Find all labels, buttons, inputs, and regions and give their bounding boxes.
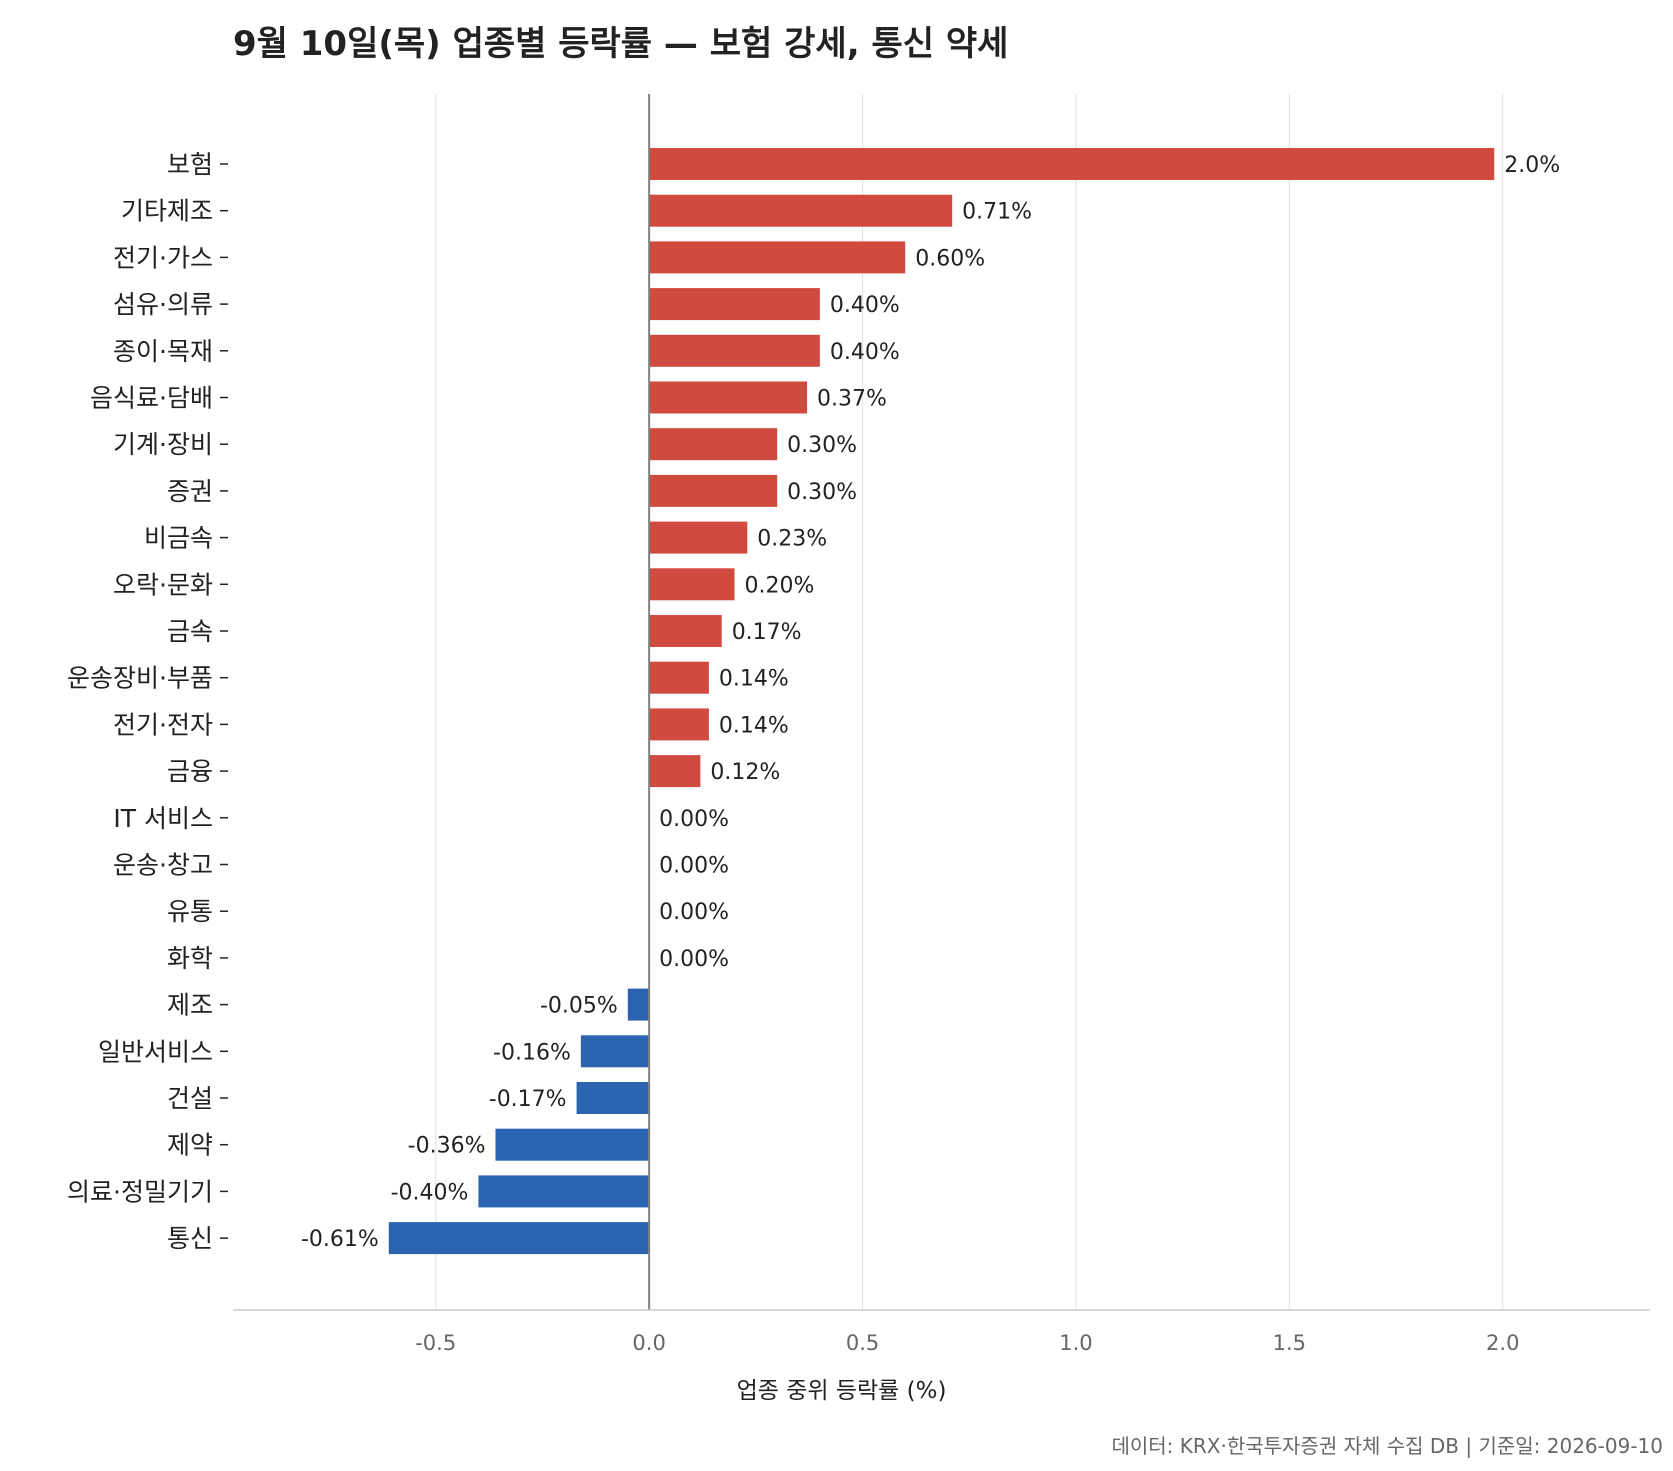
value-label: 0.17% <box>732 620 802 645</box>
value-label: 0.60% <box>915 246 985 271</box>
x-tick-label: 2.0 <box>1486 1331 1519 1355</box>
category-label: 증권 <box>167 477 213 506</box>
bar <box>649 521 748 554</box>
x-tick-label: 0.5 <box>846 1331 879 1355</box>
category-label: 기계·장비 <box>113 430 213 459</box>
bar <box>649 428 778 461</box>
category-label: 제약 <box>167 1131 213 1160</box>
value-label: 2.0% <box>1504 153 1560 178</box>
value-label: 0.00% <box>659 947 729 972</box>
bar <box>649 194 953 227</box>
category-label: 비금속 <box>144 524 213 553</box>
category-label: 화학 <box>167 944 213 973</box>
x-tick-label: 0.0 <box>632 1331 665 1355</box>
bar <box>649 381 808 414</box>
bar <box>649 568 735 601</box>
bar <box>649 708 709 741</box>
category-label: 기타제조 <box>121 197 213 226</box>
bar <box>649 241 906 274</box>
category-label: 오락·문화 <box>113 570 213 599</box>
x-tick-label: 1.5 <box>1273 1331 1306 1355</box>
category-label: 전기·가스 <box>113 243 213 272</box>
value-label: -0.40% <box>391 1180 469 1205</box>
category-label: 의료·정밀기기 <box>67 1177 213 1206</box>
bar <box>388 1222 650 1255</box>
category-label: 제조 <box>167 991 213 1020</box>
value-label: 0.12% <box>710 760 780 785</box>
bar <box>649 148 1495 180</box>
value-label: 0.00% <box>659 807 729 832</box>
category-label: 전기·전자 <box>113 710 213 739</box>
x-tick-label: 1.0 <box>1059 1331 1092 1355</box>
value-label: 0.30% <box>787 433 857 458</box>
category-label: 금융 <box>167 757 213 786</box>
bar <box>649 334 820 367</box>
bar <box>649 615 722 647</box>
chart-title: 9월 10일(목) 업종별 등락률 — 보험 강세, 통신 약세 <box>233 24 1009 64</box>
value-label: 0.14% <box>719 713 789 738</box>
value-labels: 2.0% 0.71% 0.60% 0.40% 0.40% 0.37% 0.30% 0.30% 0… <box>301 153 1560 1252</box>
value-label: -0.36% <box>408 1134 486 1159</box>
bars <box>388 148 1495 1255</box>
category-label: 일반서비스 <box>98 1037 213 1066</box>
value-label: 0.30% <box>787 480 857 505</box>
category-labels: 보험기타제조전기·가스섬유·의류종이·목재음식료·담배기계·장비증권비금속오락·… <box>67 150 228 1253</box>
bar <box>478 1175 650 1208</box>
bar <box>627 988 650 1021</box>
value-label: 0.23% <box>757 527 827 552</box>
category-label: 음식료·담배 <box>90 384 213 413</box>
x-tick-label: -0.5 <box>415 1331 456 1355</box>
category-label: IT 서비스 <box>113 804 213 833</box>
value-label: 0.00% <box>659 900 729 925</box>
bar <box>649 288 820 321</box>
category-label: 건설 <box>167 1084 213 1113</box>
bar <box>576 1082 650 1114</box>
value-label: -0.17% <box>489 1087 567 1112</box>
value-label: -0.16% <box>493 1040 571 1065</box>
x-axis-title: 업종 중위 등락률 (%) <box>737 1378 947 1404</box>
category-label: 종이·목재 <box>113 337 213 366</box>
category-label: 보험 <box>167 150 213 179</box>
value-label: 0.20% <box>744 573 814 598</box>
category-label: 통신 <box>167 1224 213 1253</box>
bar <box>649 474 778 507</box>
value-label: -0.05% <box>540 994 618 1019</box>
bar <box>649 661 709 694</box>
value-label: 0.40% <box>830 293 900 318</box>
value-label: 0.71% <box>962 200 1032 225</box>
bar <box>580 1035 650 1068</box>
category-label: 운송·창고 <box>113 851 213 880</box>
category-label: 운송장비·부품 <box>67 664 213 693</box>
grid-lines <box>435 94 1504 1310</box>
value-label: 0.40% <box>830 340 900 365</box>
source-note: 데이터: KRX·한국투자증권 자체 수집 DB | 기준일: 2026-09-… <box>1111 1434 1663 1458</box>
category-label: 유통 <box>167 897 213 926</box>
value-label: 0.00% <box>659 854 729 879</box>
value-label: 0.14% <box>719 667 789 692</box>
value-label: 0.37% <box>817 387 887 412</box>
bar <box>495 1128 650 1161</box>
category-label: 섬유·의류 <box>113 290 213 319</box>
x-axis: -0.5 0.0 0.5 1.0 1.5 2.0 <box>233 1309 1650 1355</box>
category-label: 금속 <box>167 617 213 646</box>
value-label: -0.61% <box>301 1227 379 1252</box>
bar <box>649 755 701 788</box>
